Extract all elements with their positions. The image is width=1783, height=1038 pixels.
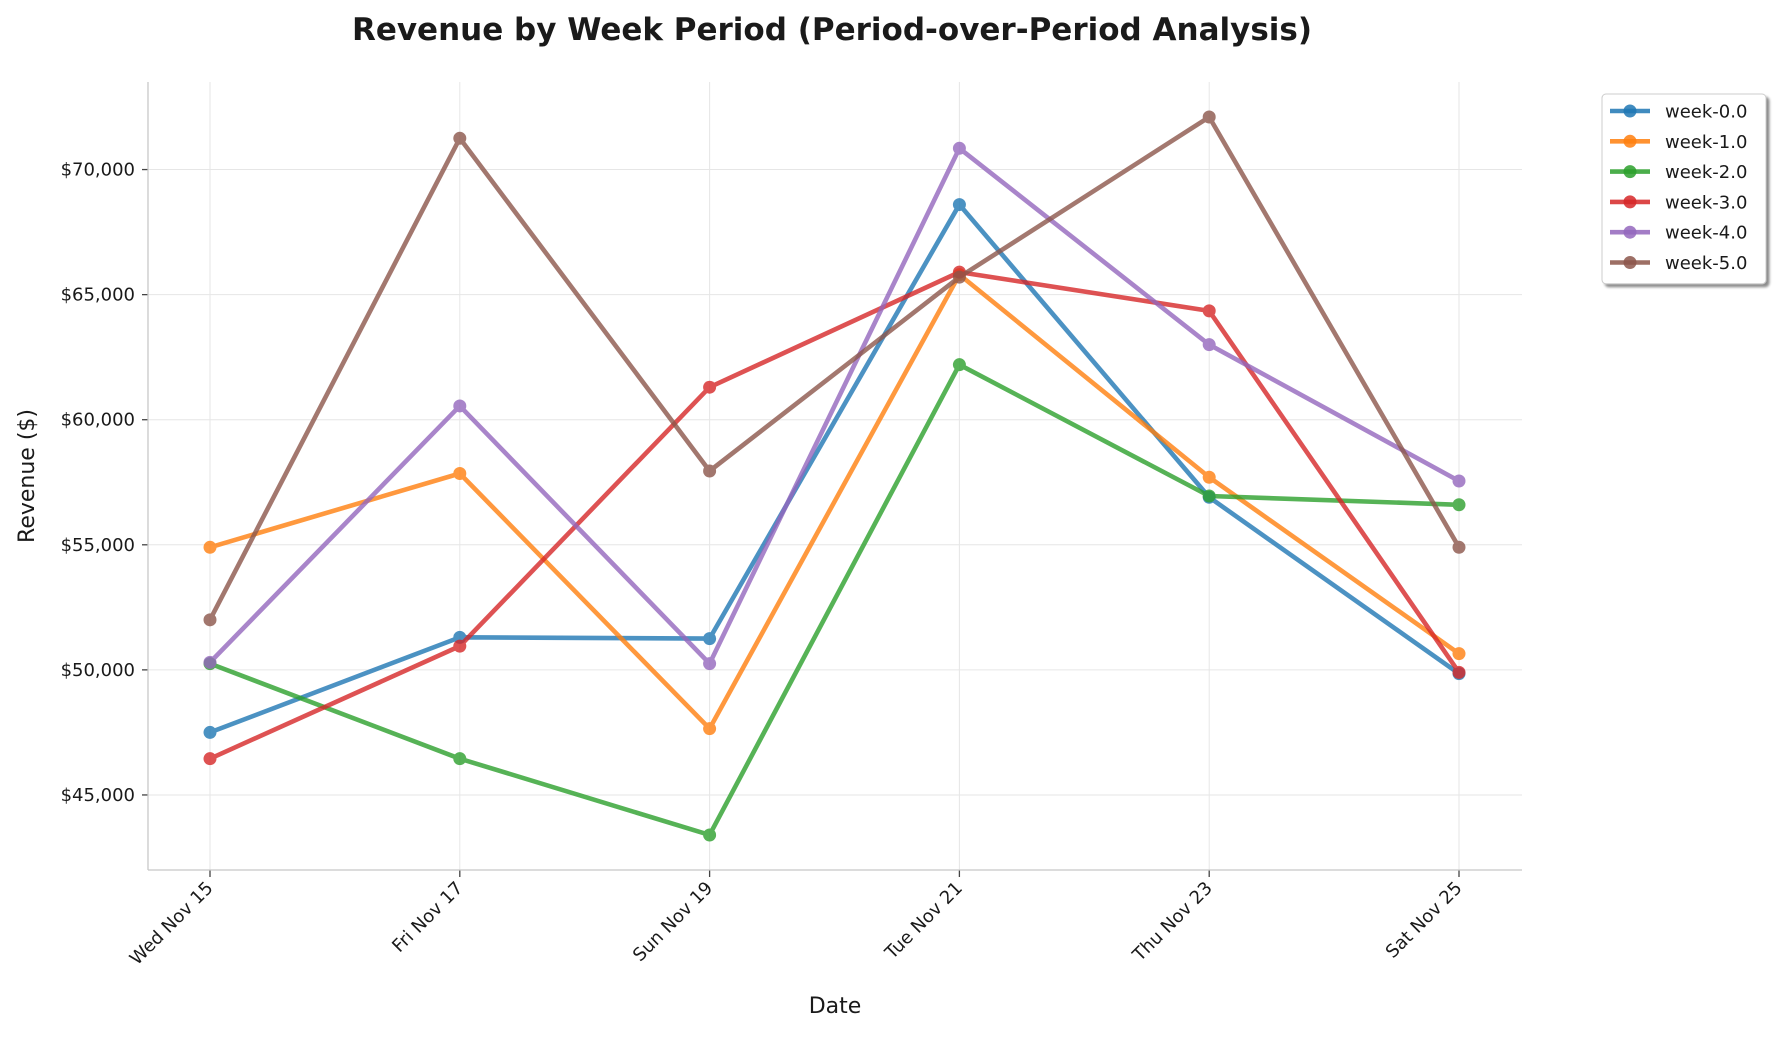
y-tick-label: $55,000 xyxy=(61,535,135,556)
series-lines xyxy=(203,110,1466,842)
legend-marker xyxy=(1623,134,1637,148)
y-tick-label: $65,000 xyxy=(61,285,135,306)
legend-label: week-1.0 xyxy=(1665,132,1747,153)
x-axis-label: Date xyxy=(809,994,862,1019)
data-point xyxy=(203,655,217,669)
data-point xyxy=(203,725,217,739)
series-week-0-0 xyxy=(203,198,1466,739)
y-tick-label: $70,000 xyxy=(61,160,135,181)
legend: week-0.0 week-1.0 week-2.0 week-3.0 week-4.0… xyxy=(1601,93,1767,285)
data-point xyxy=(203,613,217,627)
x-tick-label: Fri Nov 17 xyxy=(388,878,467,957)
legend-item: week-0.0 xyxy=(1610,102,1747,123)
x-tick-label: Tue Nov 21 xyxy=(881,878,967,964)
legend-item: week-3.0 xyxy=(1610,192,1747,213)
data-point xyxy=(1202,338,1216,352)
data-point xyxy=(1202,110,1216,124)
series-week-5-0 xyxy=(203,110,1466,627)
legend-marker xyxy=(1623,195,1637,209)
data-point xyxy=(703,828,717,842)
legend-marker xyxy=(1623,165,1637,179)
legend-marker xyxy=(1623,225,1637,239)
series-line xyxy=(207,145,1462,666)
legend-marker xyxy=(1623,104,1637,118)
legend-label: week-4.0 xyxy=(1665,223,1747,244)
data-point xyxy=(453,752,467,766)
x-tick-label: Thu Nov 23 xyxy=(1128,878,1217,967)
y-tick-label: $50,000 xyxy=(61,660,135,681)
series-line xyxy=(207,362,1462,838)
legend-item: week-1.0 xyxy=(1610,132,1747,153)
series-week-1-0 xyxy=(203,268,1466,736)
data-point xyxy=(203,752,217,766)
data-point xyxy=(1452,647,1466,661)
data-point xyxy=(1452,474,1466,488)
series-week-4-0 xyxy=(203,141,1466,671)
x-tick-label: Sun Nov 19 xyxy=(629,878,717,966)
data-point xyxy=(703,464,717,478)
legend-label: week-5.0 xyxy=(1665,253,1747,274)
legend-item: week-5.0 xyxy=(1610,253,1747,274)
data-point xyxy=(952,198,966,212)
chart-title: Revenue by Week Period (Period-over-Peri… xyxy=(352,12,1312,48)
legend-marker xyxy=(1623,256,1637,269)
data-point xyxy=(203,540,217,554)
grid xyxy=(148,82,1522,870)
data-point xyxy=(703,632,717,646)
legend-item: week-2.0 xyxy=(1610,162,1747,183)
legend-label: week-0.0 xyxy=(1665,102,1747,123)
data-point xyxy=(703,722,717,736)
legend-item: week-4.0 xyxy=(1610,223,1747,244)
data-point xyxy=(453,131,467,145)
data-point xyxy=(1452,665,1466,679)
series-line xyxy=(207,272,1462,731)
data-point xyxy=(1202,304,1216,318)
series-line xyxy=(207,269,1462,761)
data-point xyxy=(453,399,467,413)
data-point xyxy=(453,639,467,653)
y-axis-label: Revenue ($) xyxy=(15,409,40,543)
series-week-2-0 xyxy=(203,358,1466,842)
series-week-3-0 xyxy=(203,265,1466,766)
data-point xyxy=(1452,498,1466,512)
data-point xyxy=(703,657,717,671)
data-point xyxy=(703,380,717,394)
data-point xyxy=(1452,540,1466,554)
data-point xyxy=(1202,470,1216,484)
data-point xyxy=(952,358,966,372)
legend-label: week-3.0 xyxy=(1665,192,1747,213)
legend-label: week-2.0 xyxy=(1665,162,1747,183)
y-tick-label: $45,000 xyxy=(61,785,135,806)
data-point xyxy=(952,141,966,155)
x-tick-label: Wed Nov 15 xyxy=(126,878,218,970)
data-point xyxy=(952,270,966,284)
data-point xyxy=(453,466,467,480)
series-line xyxy=(207,114,1462,623)
x-tick-label: Sat Nov 25 xyxy=(1382,878,1467,963)
y-tick-label: $60,000 xyxy=(61,410,135,431)
series-line xyxy=(207,202,1462,735)
data-point xyxy=(1202,489,1216,503)
